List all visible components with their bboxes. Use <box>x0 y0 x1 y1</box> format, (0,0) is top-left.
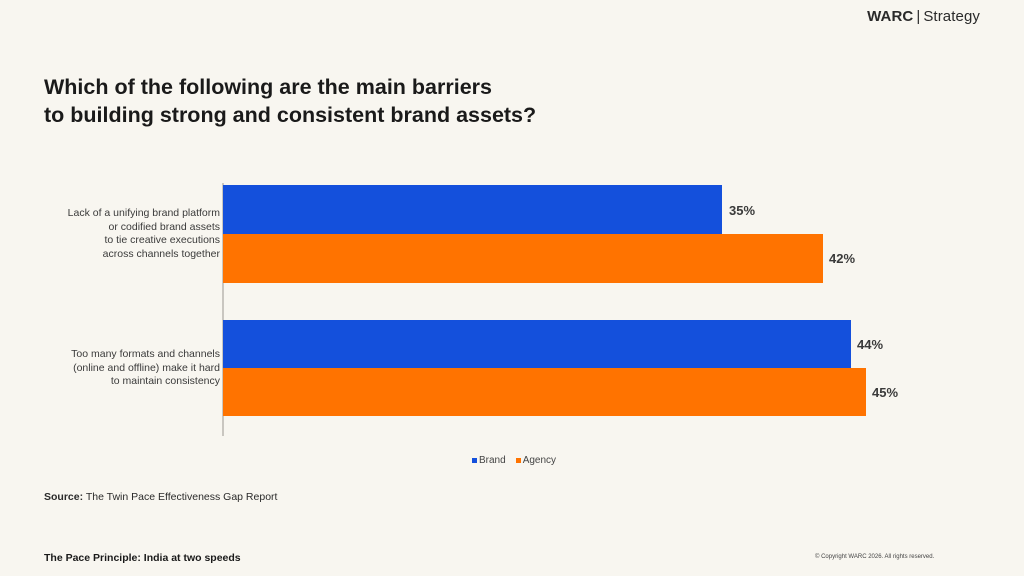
category-label-1: Lack of a unifying brand platform or cod… <box>30 207 220 261</box>
legend-label-agency: Agency <box>522 455 557 466</box>
bar-brand-category-1 <box>223 185 722 234</box>
category-label-line: across channels together <box>102 247 220 260</box>
legend-label-brand: Brand <box>479 455 506 466</box>
value-label-agency-category-1: 42% <box>829 251 856 266</box>
bar-agency-category-1 <box>223 234 823 283</box>
y-axis-line <box>222 183 224 436</box>
bar-agency-category-2 <box>223 368 866 416</box>
chart-title-line-2: to building strong and consistent brand … <box>44 103 537 127</box>
legend-swatch-agency-icon <box>515 458 521 463</box>
chart-title-line-1: Which of the following are the main barr… <box>44 75 492 99</box>
chart-title: Which of the following are the main barr… <box>44 73 744 129</box>
source-label: Source: <box>44 491 84 503</box>
legend-swatch-brand-icon <box>472 458 477 463</box>
logo-separator: | <box>916 8 921 25</box>
brand-name: WARC <box>867 8 914 25</box>
source-text: The Twin Pace Effectiveness Gap Report <box>83 491 278 503</box>
value-label-brand-category-2: 44% <box>857 337 884 352</box>
value-label-agency-category-2: 45% <box>872 385 899 400</box>
source-note: Source: The Twin Pace Effectiveness Gap … <box>44 491 277 503</box>
copyright-notice: © Copyright WARC 2026. All rights reserv… <box>815 554 935 560</box>
category-label-line: to maintain consistency <box>110 375 220 387</box>
category-label-line: Lack of a unifying brand platform <box>67 207 220 219</box>
chart-legend: Brand Agency <box>472 455 556 466</box>
bar-brand-category-2 <box>223 320 851 368</box>
legend-item-agency: Agency <box>515 455 557 466</box>
category-label-line: or codified brand assets <box>108 220 220 233</box>
legend-item-brand: Brand <box>472 455 506 466</box>
warc-strategy-logo: WARC | Strategy <box>867 8 980 25</box>
category-label-line: Too many formats and channels <box>71 348 220 360</box>
category-label-line: (online and offline) make it hard <box>73 361 220 374</box>
footer-report-title: The Pace Principle: India at two speeds <box>44 552 241 564</box>
category-label-2: Too many formats and channels (online an… <box>30 348 220 389</box>
category-label-line: to tie creative executions <box>104 234 220 246</box>
section-name: Strategy <box>923 8 980 25</box>
value-label-brand-category-1: 35% <box>729 203 756 218</box>
